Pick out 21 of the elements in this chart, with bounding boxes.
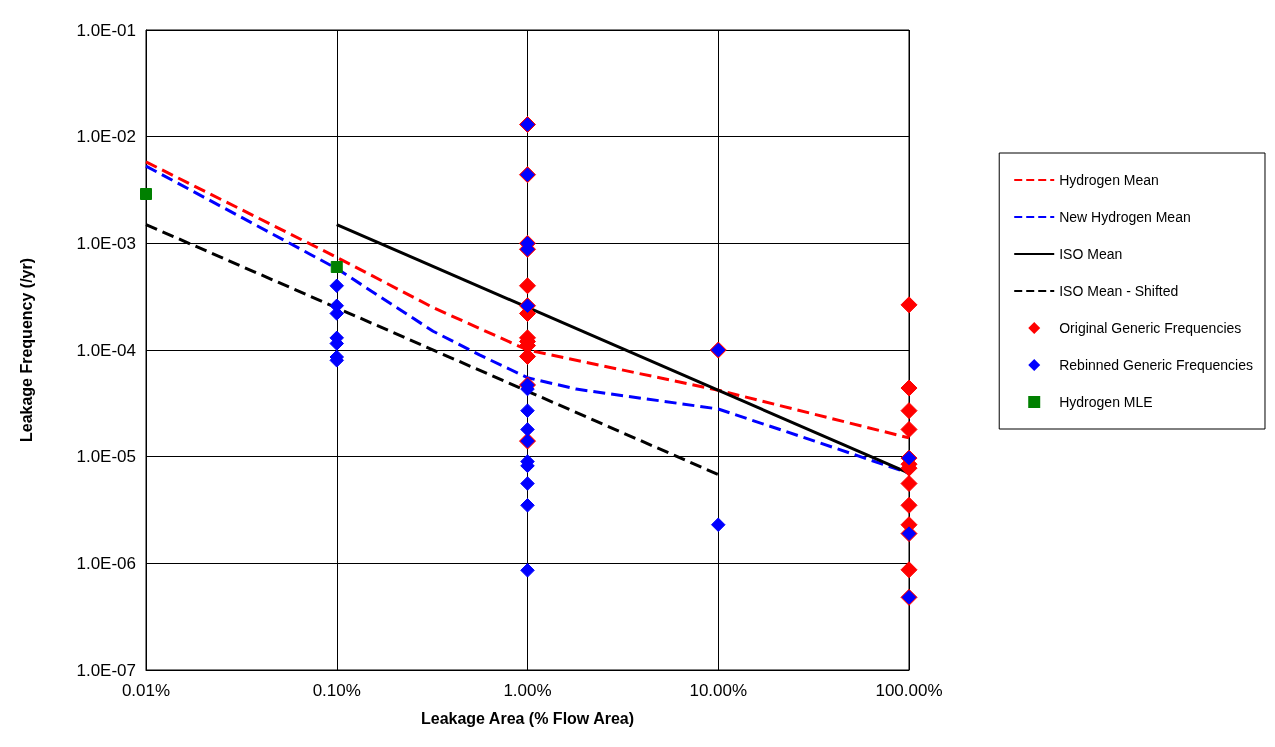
legend-label: ISO Mean - Shifted: [1059, 283, 1179, 299]
y-tick-label: 1.0E-04: [76, 340, 136, 360]
y-tick-label: 1.0E-02: [76, 127, 136, 147]
legend-label: Hydrogen Mean: [1059, 172, 1159, 188]
x-tick-label: 100.00%: [875, 681, 943, 700]
x-tick-label: 1.00%: [503, 681, 552, 700]
legend-label: Hydrogen MLE: [1059, 394, 1153, 410]
x-tick-label: 0.10%: [312, 681, 361, 700]
y-tick-label: 1.0E-01: [76, 20, 136, 40]
x-axis-title: Leakage Area (% Flow Area): [420, 709, 635, 727]
y-tick-label: 1.0E-05: [76, 447, 136, 467]
y-tick-label: 1.0E-03: [76, 233, 136, 253]
y-tick-label: 1.0E-06: [76, 553, 136, 573]
legend-label: New Hydrogen Mean: [1059, 209, 1191, 225]
y-tick-label: 1.0E-07: [76, 660, 136, 680]
legend-label: Rebinned Generic Frequencies: [1059, 357, 1253, 373]
x-tick-label: 0.01%: [121, 681, 171, 700]
x-tick-label: 10.00%: [689, 681, 748, 700]
legend-label: Original Generic Frequencies: [1059, 320, 1242, 336]
legend-label: ISO Mean: [1059, 246, 1123, 262]
y-axis-title: Leakage Frequency (/yr): [17, 257, 35, 443]
